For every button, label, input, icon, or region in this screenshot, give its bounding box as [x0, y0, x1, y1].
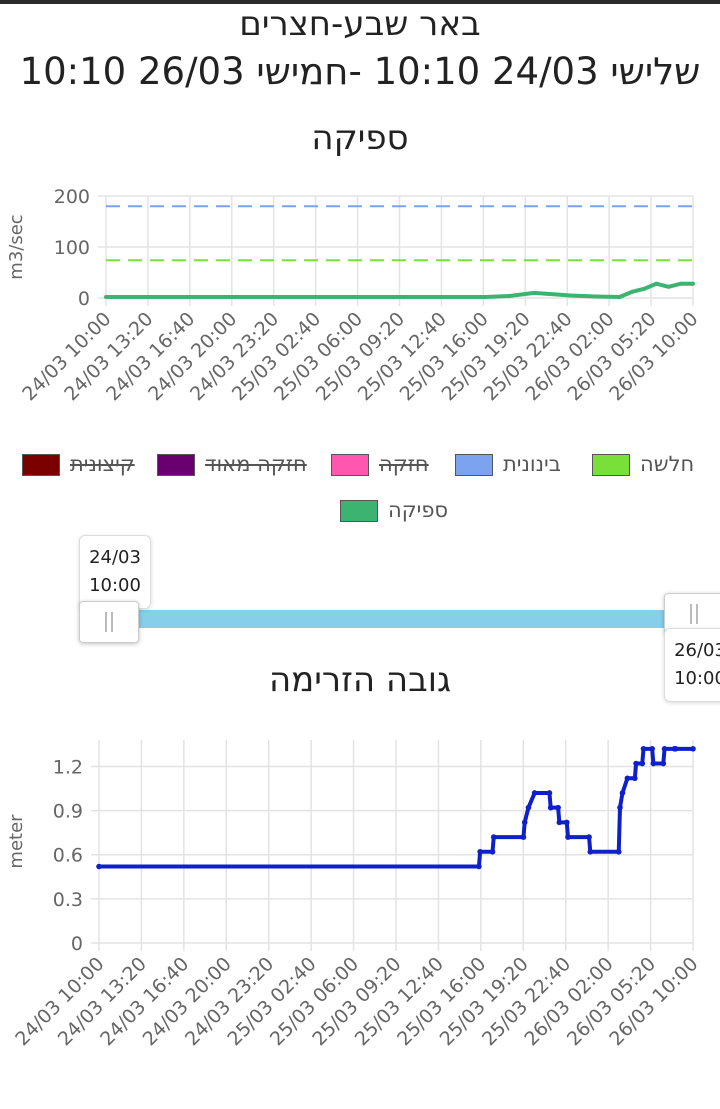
data-point — [642, 286, 647, 291]
legend-item[interactable]: חזקה מאוד — [157, 448, 317, 482]
data-point — [654, 281, 659, 286]
y-tick-label: 1.2 — [53, 756, 83, 778]
flow-chart-title: ספיקה — [311, 118, 409, 158]
y-tick-label: 200 — [54, 186, 90, 208]
legend-label: חזקה — [379, 452, 429, 476]
data-point — [619, 790, 626, 796]
grip-icon — [105, 612, 107, 632]
slider-end-date: 26/03 — [674, 640, 720, 661]
data-point — [678, 281, 683, 286]
time-range-slider-track[interactable] — [108, 610, 690, 628]
y-tick-label: 0.3 — [53, 889, 83, 911]
data-point — [672, 746, 679, 752]
data-point — [521, 819, 528, 826]
top-bar — [0, 0, 720, 4]
data-point — [617, 804, 623, 811]
y-tick-label: 0.6 — [53, 845, 83, 867]
data-point — [483, 294, 488, 299]
legend-item[interactable]: חלשה — [592, 448, 700, 482]
y-tick-label: 0 — [71, 933, 83, 955]
legend-label: חלשה — [640, 452, 695, 476]
data-point — [565, 834, 571, 840]
legend-item[interactable]: בינונית — [455, 448, 580, 482]
data-point — [476, 863, 482, 870]
data-point — [640, 746, 647, 752]
data-point — [547, 804, 554, 811]
slider-end-tooltip: 26/03 10:00 — [664, 628, 720, 702]
legend-label: בינונית — [503, 452, 561, 476]
data-point — [633, 760, 639, 767]
data-point — [639, 760, 646, 767]
data-point — [563, 819, 570, 826]
y-axis-label: m3/sec — [6, 214, 27, 279]
data-point — [477, 848, 483, 855]
data-point — [632, 775, 638, 782]
data-point — [525, 804, 532, 811]
legend-swatch — [592, 454, 630, 476]
legend-swatch — [455, 454, 493, 476]
data-point — [546, 790, 553, 796]
data-point — [495, 294, 500, 299]
slider-end-time: 10:00 — [674, 668, 720, 689]
data-point — [507, 293, 512, 298]
date-range-title: שלישי 24/03 10:10 -חמישי 26/03 10:10 — [19, 50, 701, 93]
data-point — [690, 746, 696, 752]
data-point — [617, 294, 622, 299]
data-point — [593, 294, 598, 299]
y-tick-label: 0.9 — [53, 801, 83, 823]
grip-icon — [690, 604, 692, 624]
legend-label: קיצונית — [70, 452, 135, 476]
data-point — [661, 746, 668, 752]
legend-item[interactable]: חזקה — [331, 448, 436, 482]
y-axis-label: meter — [6, 814, 27, 869]
legend-swatch — [157, 454, 195, 476]
data-point — [615, 848, 622, 855]
slider-start-date: 24/03 — [89, 547, 141, 568]
data-point — [691, 281, 695, 286]
series-line — [106, 281, 693, 299]
legend-label: חזקה מאוד — [205, 452, 307, 476]
data-point — [624, 775, 631, 782]
data-point — [490, 834, 497, 840]
data-point — [556, 819, 563, 826]
data-point — [96, 863, 102, 870]
data-point — [586, 834, 592, 840]
grip-icon — [111, 612, 113, 632]
data-point — [555, 804, 561, 811]
legend-item[interactable]: קיצונית — [22, 448, 152, 482]
legend-swatch — [22, 454, 60, 476]
slider-start-handle[interactable] — [79, 601, 139, 643]
data-point — [587, 848, 594, 855]
legend-label: ספיקה — [388, 498, 449, 522]
data-point — [520, 834, 527, 840]
legend-swatch — [340, 500, 378, 522]
slider-start-tooltip: 24/03 10:00 — [79, 535, 151, 609]
data-point — [649, 746, 655, 752]
data-point — [104, 294, 108, 299]
data-point — [660, 760, 667, 767]
legend-swatch — [331, 454, 369, 476]
data-point — [650, 760, 657, 767]
data-point — [531, 790, 538, 796]
legend-item[interactable]: ספיקה — [340, 494, 460, 528]
chart-legend: קיצונית חזקה מאוד חזקה בינונית חלשה ספיקה — [0, 448, 720, 528]
y-tick-label: 0 — [78, 288, 90, 310]
data-point — [666, 284, 671, 289]
data-point — [532, 290, 537, 295]
grip-icon — [696, 604, 698, 624]
y-tick-label: 100 — [54, 237, 90, 259]
height-chart-title: גובה הזרימה — [268, 660, 452, 700]
data-point — [629, 289, 634, 294]
data-point — [489, 848, 496, 855]
station-title: באר שבע-חצרים — [239, 4, 481, 44]
data-point — [568, 293, 573, 298]
slider-start-time: 10:00 — [89, 575, 141, 596]
